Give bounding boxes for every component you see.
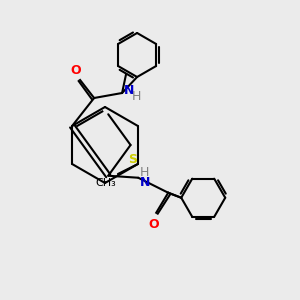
Text: N: N bbox=[124, 83, 134, 97]
Text: O: O bbox=[148, 218, 158, 231]
Text: O: O bbox=[71, 64, 81, 77]
Text: H: H bbox=[132, 89, 142, 103]
Text: H: H bbox=[140, 166, 150, 179]
Text: CH₃: CH₃ bbox=[95, 178, 116, 188]
Text: S: S bbox=[128, 153, 137, 166]
Text: N: N bbox=[140, 176, 151, 189]
